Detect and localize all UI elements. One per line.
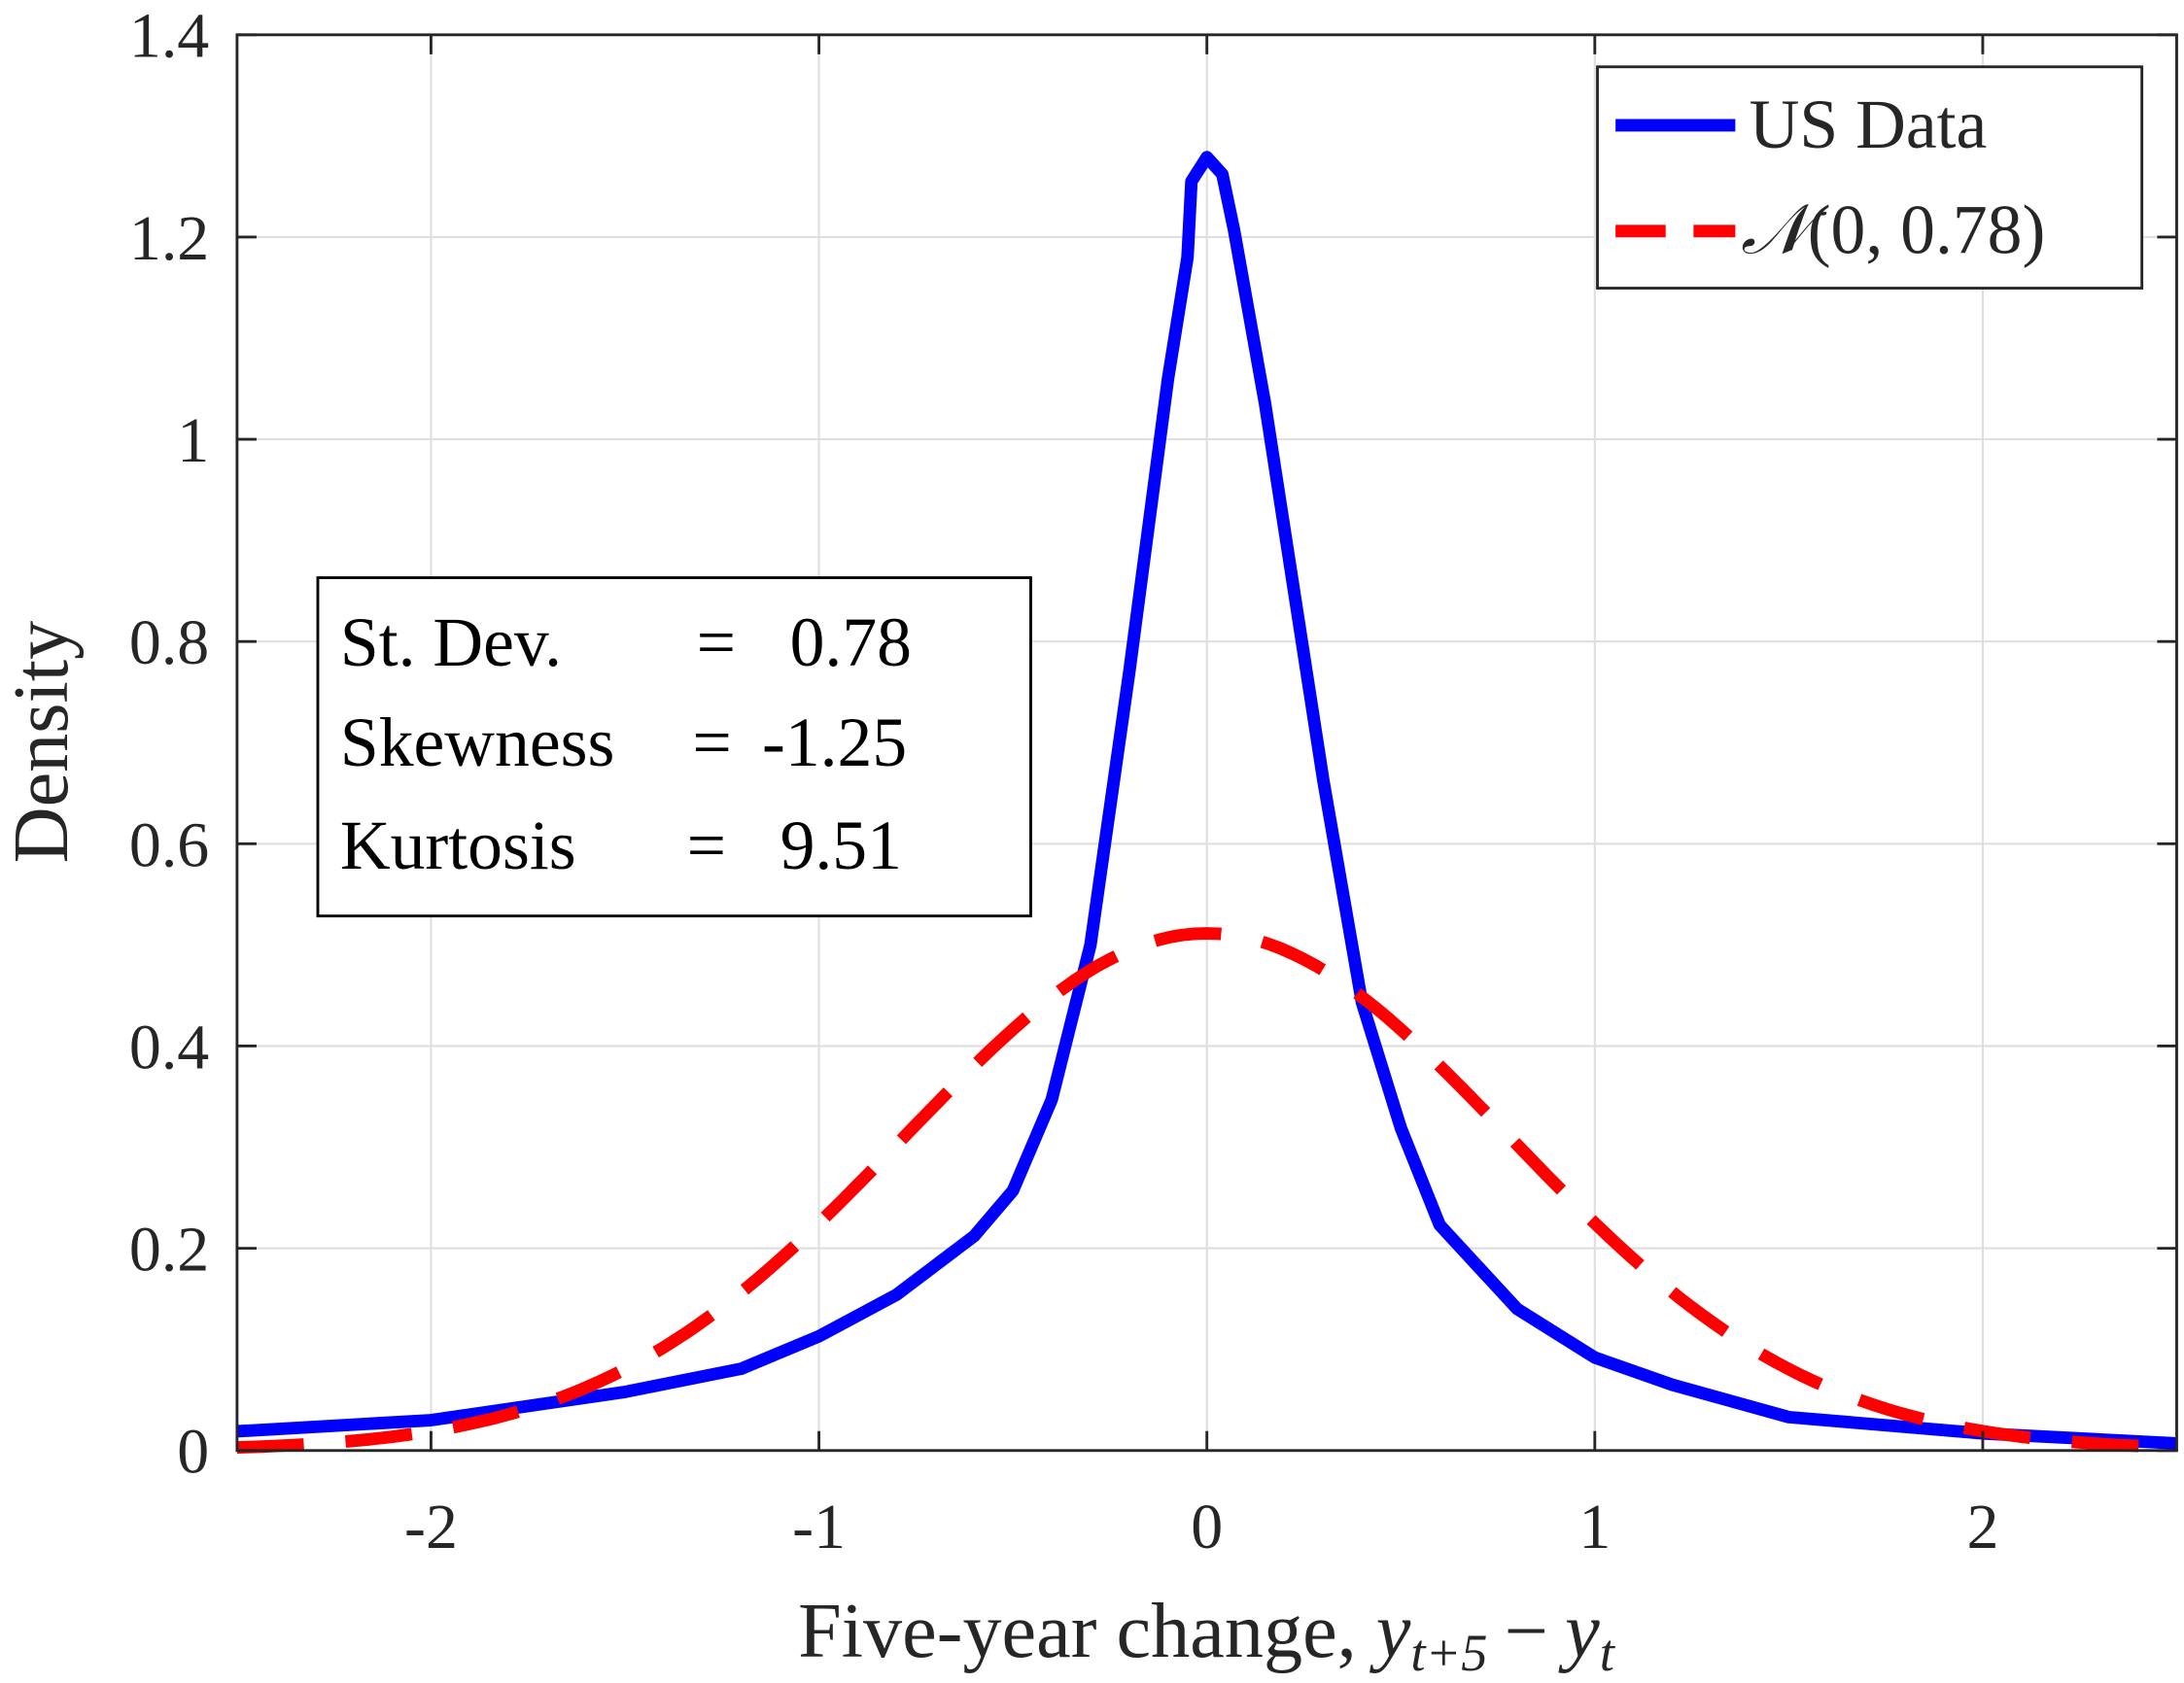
stat-kurt-eq: = (687, 807, 726, 884)
y-axis-label: Density (0, 621, 85, 864)
stat-skew-value: -1.25 (762, 704, 907, 781)
series-line-us-data (236, 151, 2177, 1450)
y-tick-label: 0.4 (129, 1012, 209, 1082)
stats-box-frame (316, 576, 1032, 918)
y-tick-label: 0.2 (129, 1215, 209, 1286)
stat-skew-label: Skewness (340, 704, 614, 781)
stat-skew-eq: = (692, 704, 731, 781)
x-tick-label: -1 (792, 1492, 846, 1563)
y-tick-label: 0.8 (129, 607, 209, 678)
legend-label-us-data: US Data (1750, 86, 1988, 163)
legend-box (1596, 65, 2144, 290)
stats-box: St. Dev. = 0.78 Skewness = -1.25 Kurtosi… (316, 576, 1032, 918)
stat-kurt-label: Kurtosis (340, 807, 576, 884)
y-tick-label: 0 (177, 1417, 209, 1488)
x-tick-label: 1 (1578, 1492, 1611, 1563)
legend-label-normal: 𝒩(0, 0.78) (1741, 192, 2045, 269)
y-tick-label: 1.2 (129, 203, 209, 274)
x-tick-label: 2 (1966, 1492, 1998, 1563)
x-tick-label: -2 (404, 1492, 458, 1563)
legend: US Data 𝒩(0, 0.78) (1596, 65, 2144, 290)
stat-std-value: 0.78 (790, 604, 912, 681)
x-tick-label: 0 (1191, 1492, 1223, 1563)
stat-std-label: St. Dev. (340, 604, 562, 681)
y-tick-label: 1 (177, 405, 209, 476)
stat-std-eq: = (697, 604, 736, 681)
series-line-normal (236, 927, 2177, 1455)
ticks: -2 -1 0 1 2 0 0.2 0.4 0.6 0.8 1 1.2 1.4 (129, 1, 2177, 1563)
x-axis-label: Five-year change, yt+5− yt (798, 1589, 1616, 1682)
stat-kurt-value: 9.51 (780, 807, 902, 884)
y-tick-label: 0.6 (129, 809, 209, 880)
series-layer (236, 151, 2177, 1455)
y-tick-label: 1.4 (129, 1, 209, 72)
